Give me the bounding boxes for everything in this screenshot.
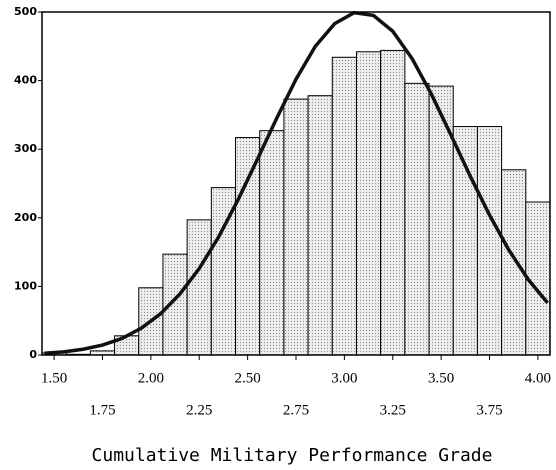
bar — [355, 51, 382, 356]
normal-curve — [44, 10, 549, 356]
y-tick-label: 100 — [14, 279, 37, 292]
bar — [404, 82, 430, 356]
bar — [501, 169, 527, 356]
y-tick-label: 0 — [29, 348, 37, 361]
bar — [283, 98, 309, 356]
x-tick-label: 2.25 — [186, 402, 212, 418]
y-tick-label: 400 — [14, 74, 37, 87]
x-tick-label: 3.25 — [380, 402, 406, 418]
bar — [186, 219, 212, 356]
bar — [476, 126, 503, 356]
bar — [428, 85, 454, 356]
x-tick-label: 3.50 — [428, 370, 454, 386]
x-tick-label: 4.00 — [525, 370, 551, 386]
x-tick-label: 3.00 — [331, 370, 357, 386]
bar — [307, 95, 333, 356]
x-tick-label: 3.75 — [476, 402, 502, 418]
x-axis-label: Cumulative Military Performance Grade — [92, 445, 493, 466]
y-tick-label: 200 — [14, 211, 37, 224]
y-tick-label: 300 — [14, 142, 37, 155]
bar — [452, 126, 478, 356]
x-tick-label: 1.50 — [41, 370, 67, 386]
bar — [235, 137, 261, 356]
bar — [331, 56, 357, 356]
bar — [259, 130, 285, 356]
x-tick-label: 2.00 — [138, 370, 164, 386]
x-tick-label: 2.50 — [234, 370, 260, 386]
bar — [380, 49, 406, 356]
x-tick-label: 2.75 — [283, 402, 309, 418]
bar — [162, 253, 188, 356]
y-tick-label: 500 — [14, 5, 37, 18]
x-tick-label: 1.75 — [89, 402, 115, 418]
